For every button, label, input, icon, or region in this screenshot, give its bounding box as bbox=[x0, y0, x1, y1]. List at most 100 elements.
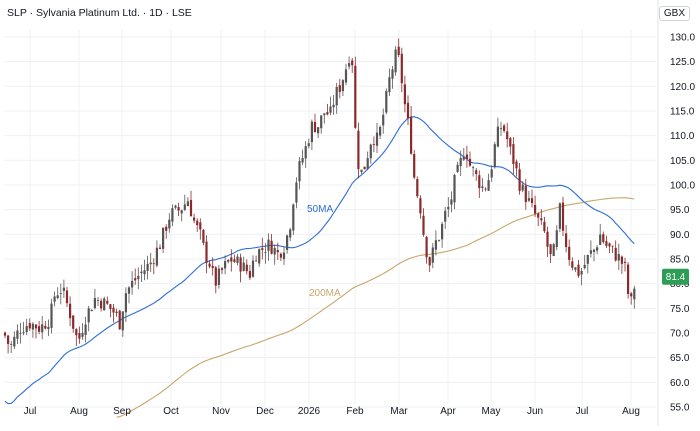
candle-body bbox=[323, 113, 326, 116]
candle-body bbox=[571, 261, 574, 268]
candle-body bbox=[441, 223, 444, 240]
candle-body bbox=[580, 271, 583, 275]
candle-body bbox=[375, 132, 379, 146]
candle-body bbox=[273, 247, 276, 255]
candle-body bbox=[530, 198, 534, 204]
candle-body bbox=[419, 198, 422, 214]
candle-body bbox=[348, 63, 351, 67]
candle-body bbox=[416, 179, 419, 197]
last-price-badge bbox=[662, 268, 689, 285]
candle-body bbox=[248, 271, 251, 278]
candle-body bbox=[189, 200, 193, 217]
candle-body bbox=[171, 208, 174, 222]
candle-body bbox=[220, 268, 224, 270]
candle-body bbox=[162, 227, 165, 249]
candle-body bbox=[44, 325, 47, 329]
candle-body bbox=[289, 229, 292, 238]
candle-body bbox=[65, 290, 69, 304]
candle-body bbox=[193, 217, 196, 221]
y-tick-label: 65.0 bbox=[670, 353, 690, 364]
candle-body bbox=[410, 116, 413, 154]
candle-body bbox=[546, 231, 549, 247]
candle-body bbox=[431, 247, 434, 263]
candle-body bbox=[487, 180, 490, 191]
candle-body bbox=[168, 219, 171, 229]
candle-body bbox=[134, 278, 137, 281]
y-tick-label: 55.0 bbox=[670, 403, 690, 414]
candle-body bbox=[450, 199, 453, 205]
candle-body bbox=[496, 126, 499, 147]
candle-body bbox=[602, 234, 605, 243]
candle-body bbox=[47, 326, 50, 330]
candle-body bbox=[121, 311, 124, 331]
candle-body bbox=[428, 257, 431, 266]
candle-body bbox=[608, 243, 611, 247]
candle-body bbox=[453, 174, 456, 203]
candle-body bbox=[93, 298, 96, 309]
x-tick-label: 2026 bbox=[298, 406, 321, 417]
candle-body bbox=[406, 102, 410, 119]
candle-body bbox=[344, 69, 348, 83]
candle-body bbox=[499, 128, 503, 129]
candle-body bbox=[16, 330, 19, 339]
candle-body bbox=[301, 158, 304, 163]
candle-body bbox=[255, 260, 258, 262]
candle-body bbox=[298, 161, 301, 182]
candle-body bbox=[196, 220, 199, 226]
candle-body bbox=[465, 154, 468, 159]
candle-body bbox=[264, 252, 267, 254]
x-tick-label: Apr bbox=[440, 406, 456, 417]
candle-body bbox=[475, 170, 478, 175]
x-tick-label: Jun bbox=[527, 406, 543, 417]
y-tick-label: 70.0 bbox=[670, 328, 690, 339]
candle-body bbox=[605, 241, 608, 246]
x-tick-label: Jul bbox=[576, 406, 589, 417]
candle-body bbox=[242, 262, 245, 271]
candle-body bbox=[326, 112, 329, 115]
candle-body bbox=[583, 264, 586, 269]
ma50-label: 50MA bbox=[307, 204, 333, 215]
candle-body bbox=[112, 307, 115, 313]
candle-body bbox=[351, 60, 354, 66]
candle-body bbox=[233, 259, 236, 262]
x-tick-label: Jul bbox=[24, 406, 37, 417]
ma200-label: 200MA bbox=[309, 288, 341, 299]
currency-badge[interactable]: GBX bbox=[658, 6, 690, 21]
candle-body bbox=[152, 263, 155, 265]
candle-body bbox=[527, 198, 530, 201]
candle-body bbox=[574, 267, 577, 270]
candle-body bbox=[143, 270, 146, 275]
candle-body bbox=[165, 226, 168, 231]
candle-body bbox=[589, 250, 592, 254]
candle-body bbox=[295, 182, 298, 203]
candle-body bbox=[614, 247, 617, 261]
candle-body bbox=[425, 236, 428, 258]
candle-body bbox=[493, 144, 496, 168]
candle-body bbox=[509, 138, 512, 147]
y-tick-label: 130.0 bbox=[670, 32, 695, 43]
candle-body bbox=[155, 247, 158, 266]
candle-body bbox=[34, 324, 38, 329]
candle-body bbox=[472, 167, 475, 169]
candle-body bbox=[354, 65, 357, 128]
candle-body bbox=[75, 329, 78, 336]
candle-body bbox=[537, 213, 540, 218]
candle-body bbox=[205, 241, 208, 263]
candle-body bbox=[279, 253, 282, 258]
candle-body bbox=[109, 304, 112, 310]
candle-body bbox=[481, 186, 484, 189]
candle-body bbox=[202, 229, 205, 243]
y-tick-label: 100.0 bbox=[670, 180, 695, 191]
x-tick-label: Nov bbox=[212, 406, 230, 417]
candle-body bbox=[444, 210, 447, 222]
x-tick-label: Sep bbox=[113, 406, 131, 417]
candle-body bbox=[518, 169, 521, 191]
candle-body bbox=[131, 280, 134, 288]
y-tick-label: 115.0 bbox=[670, 106, 695, 117]
candle-body bbox=[59, 293, 62, 294]
candle-body bbox=[484, 188, 487, 190]
candle-body bbox=[468, 158, 472, 166]
candle-body bbox=[81, 332, 84, 337]
